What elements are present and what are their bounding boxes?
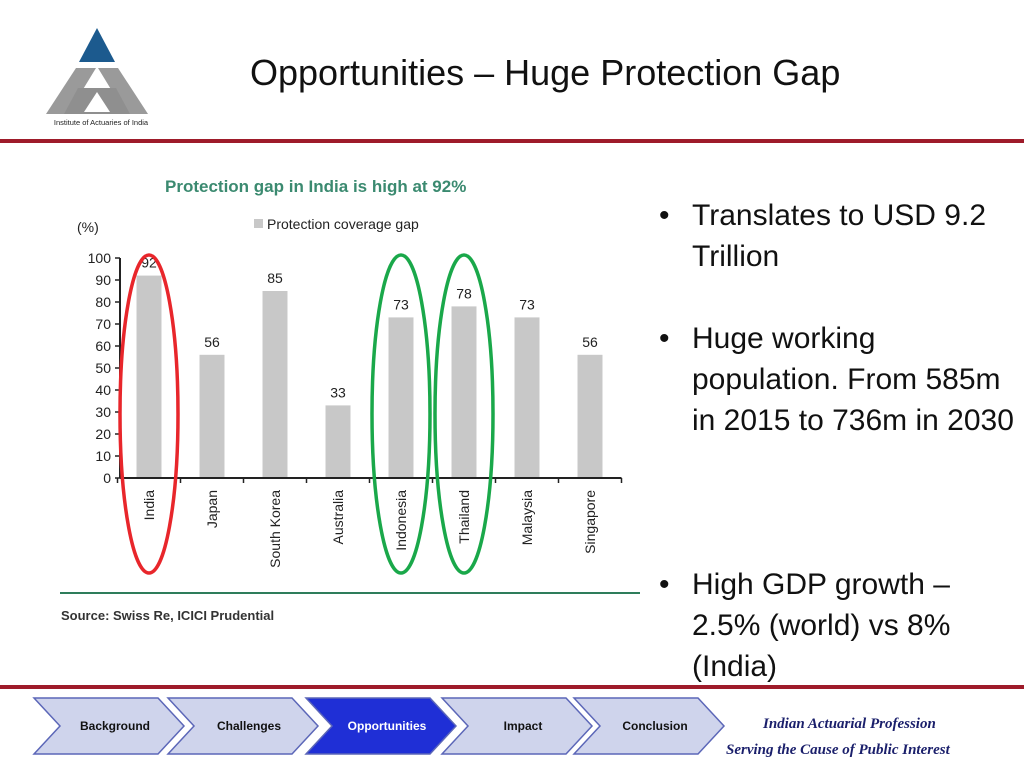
bullet-item: • Huge working population. From 585m in … <box>655 318 1015 441</box>
nav-chevron[interactable] <box>166 697 320 755</box>
x-tick-label: India <box>141 490 157 521</box>
y-tick-label: 40 <box>95 382 111 398</box>
bar-value-label: 56 <box>204 334 220 350</box>
bullet-dot-icon: • <box>659 568 670 601</box>
bar <box>451 306 477 478</box>
bar-value-label: 56 <box>582 334 598 350</box>
y-tick-label: 30 <box>95 404 111 420</box>
y-tick-label: 50 <box>95 360 111 376</box>
bar-value-label: 73 <box>519 296 535 312</box>
footer-divider <box>0 685 1024 689</box>
x-tick-label: South Korea <box>267 490 283 568</box>
nav-chevron[interactable] <box>32 697 186 755</box>
page-title: Opportunities – Huge Protection Gap <box>250 52 841 93</box>
chart-title: Protection gap in India is high at 92% <box>165 177 466 196</box>
nav-chevron[interactable] <box>440 697 594 755</box>
logo-blue-triangle <box>79 28 115 62</box>
bar-value-label: 78 <box>456 285 472 301</box>
x-tick-label: Malaysia <box>519 490 535 545</box>
highlight-ellipse <box>433 253 495 575</box>
nav-label[interactable]: Challenges <box>217 719 281 733</box>
y-tick-label: 80 <box>95 294 111 310</box>
footer-organization: Indian Actuarial Profession <box>763 716 936 732</box>
bar <box>577 354 603 478</box>
highlight-ellipse <box>118 253 180 575</box>
logo-right-shape <box>98 68 148 114</box>
nav-chevron[interactable] <box>304 697 458 755</box>
y-axis-label: (%) <box>77 219 99 235</box>
bar-value-label: 85 <box>267 270 283 286</box>
nav-tab-conclusion[interactable]: Conclusion <box>572 697 726 755</box>
x-tick-label: Thailand <box>456 490 472 544</box>
bar <box>514 317 540 478</box>
x-tick-label: Indonesia <box>393 490 409 551</box>
nav-label[interactable]: Opportunities <box>348 719 427 733</box>
nav-tab-opportunities[interactable]: Opportunities <box>304 697 458 755</box>
nav-label[interactable]: Background <box>80 719 150 733</box>
bullet-text: High GDP growth – 2.5% (world) vs 8% (In… <box>692 568 951 683</box>
bar <box>262 291 288 478</box>
bullet-item: • Translates to USD 9.2 Trillion <box>655 195 1015 277</box>
institute-logo <box>46 28 148 114</box>
y-tick-label: 70 <box>95 316 111 332</box>
y-tick-label: 10 <box>95 448 111 464</box>
protection-gap-chart: Protection gap in India is high at 92% (… <box>60 177 640 623</box>
highlight-ellipses <box>118 253 495 575</box>
nav-tab-background[interactable]: Background <box>32 697 186 755</box>
bar <box>199 354 225 478</box>
bar <box>325 405 351 478</box>
header-divider <box>0 139 1024 143</box>
nav-label[interactable]: Conclusion <box>622 719 687 733</box>
logo-left-shape <box>46 68 96 114</box>
bullet-text: Huge working population. From 585m in 20… <box>692 322 1014 437</box>
legend-label: Protection coverage gap <box>267 216 419 232</box>
bar <box>388 317 414 478</box>
bullet-item: • High GDP growth – 2.5% (world) vs 8% (… <box>655 564 1015 687</box>
x-tick-label: Australia <box>330 490 346 545</box>
bars <box>136 275 603 478</box>
logo-caption: Institute of Actuaries of India <box>53 118 149 127</box>
chart-source: Source: Swiss Re, ICICI Prudential <box>61 608 274 623</box>
highlight-ellipse <box>370 253 432 575</box>
bar-value-label: 33 <box>330 384 346 400</box>
section-navigation: Background Challenges Opportunities Impact C… <box>32 697 726 755</box>
legend-swatch <box>254 219 263 228</box>
bullet-text: Translates to USD 9.2 Trillion <box>692 199 987 273</box>
bullet-dot-icon: • <box>659 322 670 355</box>
y-tick-label: 100 <box>88 250 112 266</box>
nav-tab-challenges[interactable]: Challenges <box>166 697 320 755</box>
logo-center-cutout <box>84 92 110 112</box>
footer-tagline: Serving the Cause of Public Interest <box>726 742 950 758</box>
y-tick-label: 20 <box>95 426 111 442</box>
nav-label[interactable]: Impact <box>504 719 543 733</box>
y-tick-label: 0 <box>103 470 111 486</box>
nav-chevron[interactable] <box>572 697 726 755</box>
bar-value-label: 73 <box>393 296 409 312</box>
y-tick-label: 90 <box>95 272 111 288</box>
x-axis: India Japan South Korea Australia Indonesia T… <box>116 477 623 568</box>
bullet-dot-icon: • <box>659 199 670 232</box>
y-tick-label: 60 <box>95 338 111 354</box>
y-axis: 0 10 20 30 40 50 60 70 80 90 100 <box>88 250 121 486</box>
bar <box>136 275 162 478</box>
x-tick-label: Singapore <box>582 490 598 554</box>
nav-tab-impact[interactable]: Impact <box>440 697 594 755</box>
x-tick-label: Japan <box>204 490 220 528</box>
